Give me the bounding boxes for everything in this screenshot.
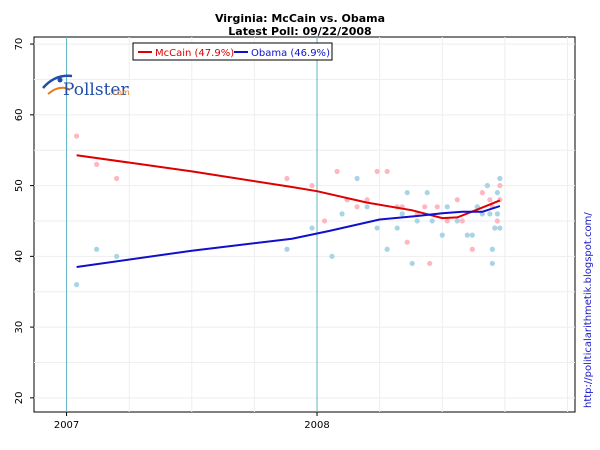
obama-poll-point	[489, 260, 495, 267]
y-tick-label: 50	[14, 179, 25, 192]
y-tick-label: 30	[14, 321, 25, 334]
mccain-poll-point	[444, 218, 450, 224]
mccain-poll-point	[374, 168, 380, 175]
logo-text: Pollster	[63, 80, 129, 100]
obama-poll-point	[492, 225, 498, 231]
x-tick-label: 2007	[54, 420, 79, 431]
mccain-poll-point	[364, 197, 370, 203]
obama-poll-point	[414, 218, 420, 224]
obama-poll-point	[354, 175, 360, 182]
obama-poll-point	[329, 253, 335, 259]
mccain-poll-point	[494, 218, 500, 224]
obama-poll-point	[114, 253, 120, 259]
obama-poll-point	[374, 225, 380, 231]
source-url: http://politicalarithmetik.blogspot.com/	[583, 212, 594, 408]
mccain-poll-point	[404, 239, 410, 245]
mccain-poll-point	[454, 197, 460, 203]
obama-poll-point	[484, 182, 490, 189]
obama-poll-point	[94, 246, 100, 252]
poll-points	[73, 133, 503, 288]
obama-poll-point	[424, 190, 430, 196]
mccain-poll-point	[284, 175, 290, 182]
obama-poll-point	[429, 218, 435, 224]
obama-poll-point	[464, 232, 470, 238]
obama-trend-line	[76, 205, 501, 268]
obama-poll-point	[404, 190, 410, 196]
obama-poll-point	[497, 225, 503, 231]
obama-poll-point	[384, 246, 390, 252]
mccain-poll-point	[459, 218, 465, 224]
y-tick-label: 60	[14, 108, 25, 121]
plot-area	[33, 36, 576, 413]
legend-label-obama: Obama (46.9%)	[251, 48, 330, 59]
obama-poll-point	[364, 204, 370, 210]
mccain-poll-point	[422, 204, 428, 210]
legend-label-mccain: McCain (47.9%)	[155, 48, 234, 59]
obama-poll-point	[494, 190, 500, 196]
obama-poll-point	[339, 211, 345, 217]
mccain-poll-point	[497, 182, 503, 189]
y-tick-label: 40	[14, 250, 25, 263]
obama-poll-point	[497, 175, 503, 182]
mccain-trend-line	[76, 154, 501, 220]
mccain-poll-point	[487, 197, 493, 203]
mccain-poll-point	[73, 133, 80, 139]
mccain-poll-point	[309, 182, 315, 189]
obama-poll-point	[394, 225, 400, 231]
trend-lines	[76, 154, 501, 268]
chart-subtitle: Latest Poll: 09/22/2008	[228, 25, 371, 38]
mccain-poll-point	[321, 218, 328, 224]
obama-poll-point	[73, 282, 80, 288]
obama-poll-point	[454, 218, 460, 224]
legend: McCain (47.9%) Obama (46.9%)	[132, 42, 333, 61]
obama-poll-point	[439, 232, 445, 238]
obama-poll-point	[409, 260, 415, 267]
y-tick-label: 20	[14, 391, 25, 404]
obama-poll-point	[494, 211, 500, 217]
obama-poll-point	[309, 225, 315, 231]
y-tick-label: 70	[14, 38, 25, 51]
x-tick-label: 2008	[304, 420, 329, 431]
mccain-poll-point	[114, 175, 120, 182]
mccain-poll-point	[384, 168, 390, 175]
legend-box	[132, 42, 333, 61]
y-axis: 20 30 40 50 60 70	[14, 38, 34, 404]
mccain-poll-point	[94, 161, 100, 167]
obama-poll-point	[399, 211, 405, 217]
obama-poll-point	[469, 232, 475, 238]
obama-poll-point	[444, 204, 450, 210]
pollster-swoosh-icon	[42, 74, 73, 95]
mccain-poll-point	[427, 260, 433, 267]
mccain-poll-point	[334, 168, 340, 175]
logo-suffix: .com	[110, 88, 130, 97]
mccain-poll-point	[354, 204, 360, 210]
annotation-lines	[66, 37, 318, 412]
obama-poll-point	[489, 246, 495, 252]
pollster-logo: Pollster .com	[42, 74, 130, 100]
obama-poll-point	[284, 246, 290, 252]
obama-poll-point	[487, 211, 493, 217]
chart-title: Virginia: McCain vs. Obama	[215, 12, 385, 25]
mccain-poll-point	[434, 204, 440, 210]
x-axis: 2007 2008	[54, 412, 330, 431]
mccain-poll-point	[469, 246, 475, 252]
mccain-poll-point	[479, 190, 485, 196]
